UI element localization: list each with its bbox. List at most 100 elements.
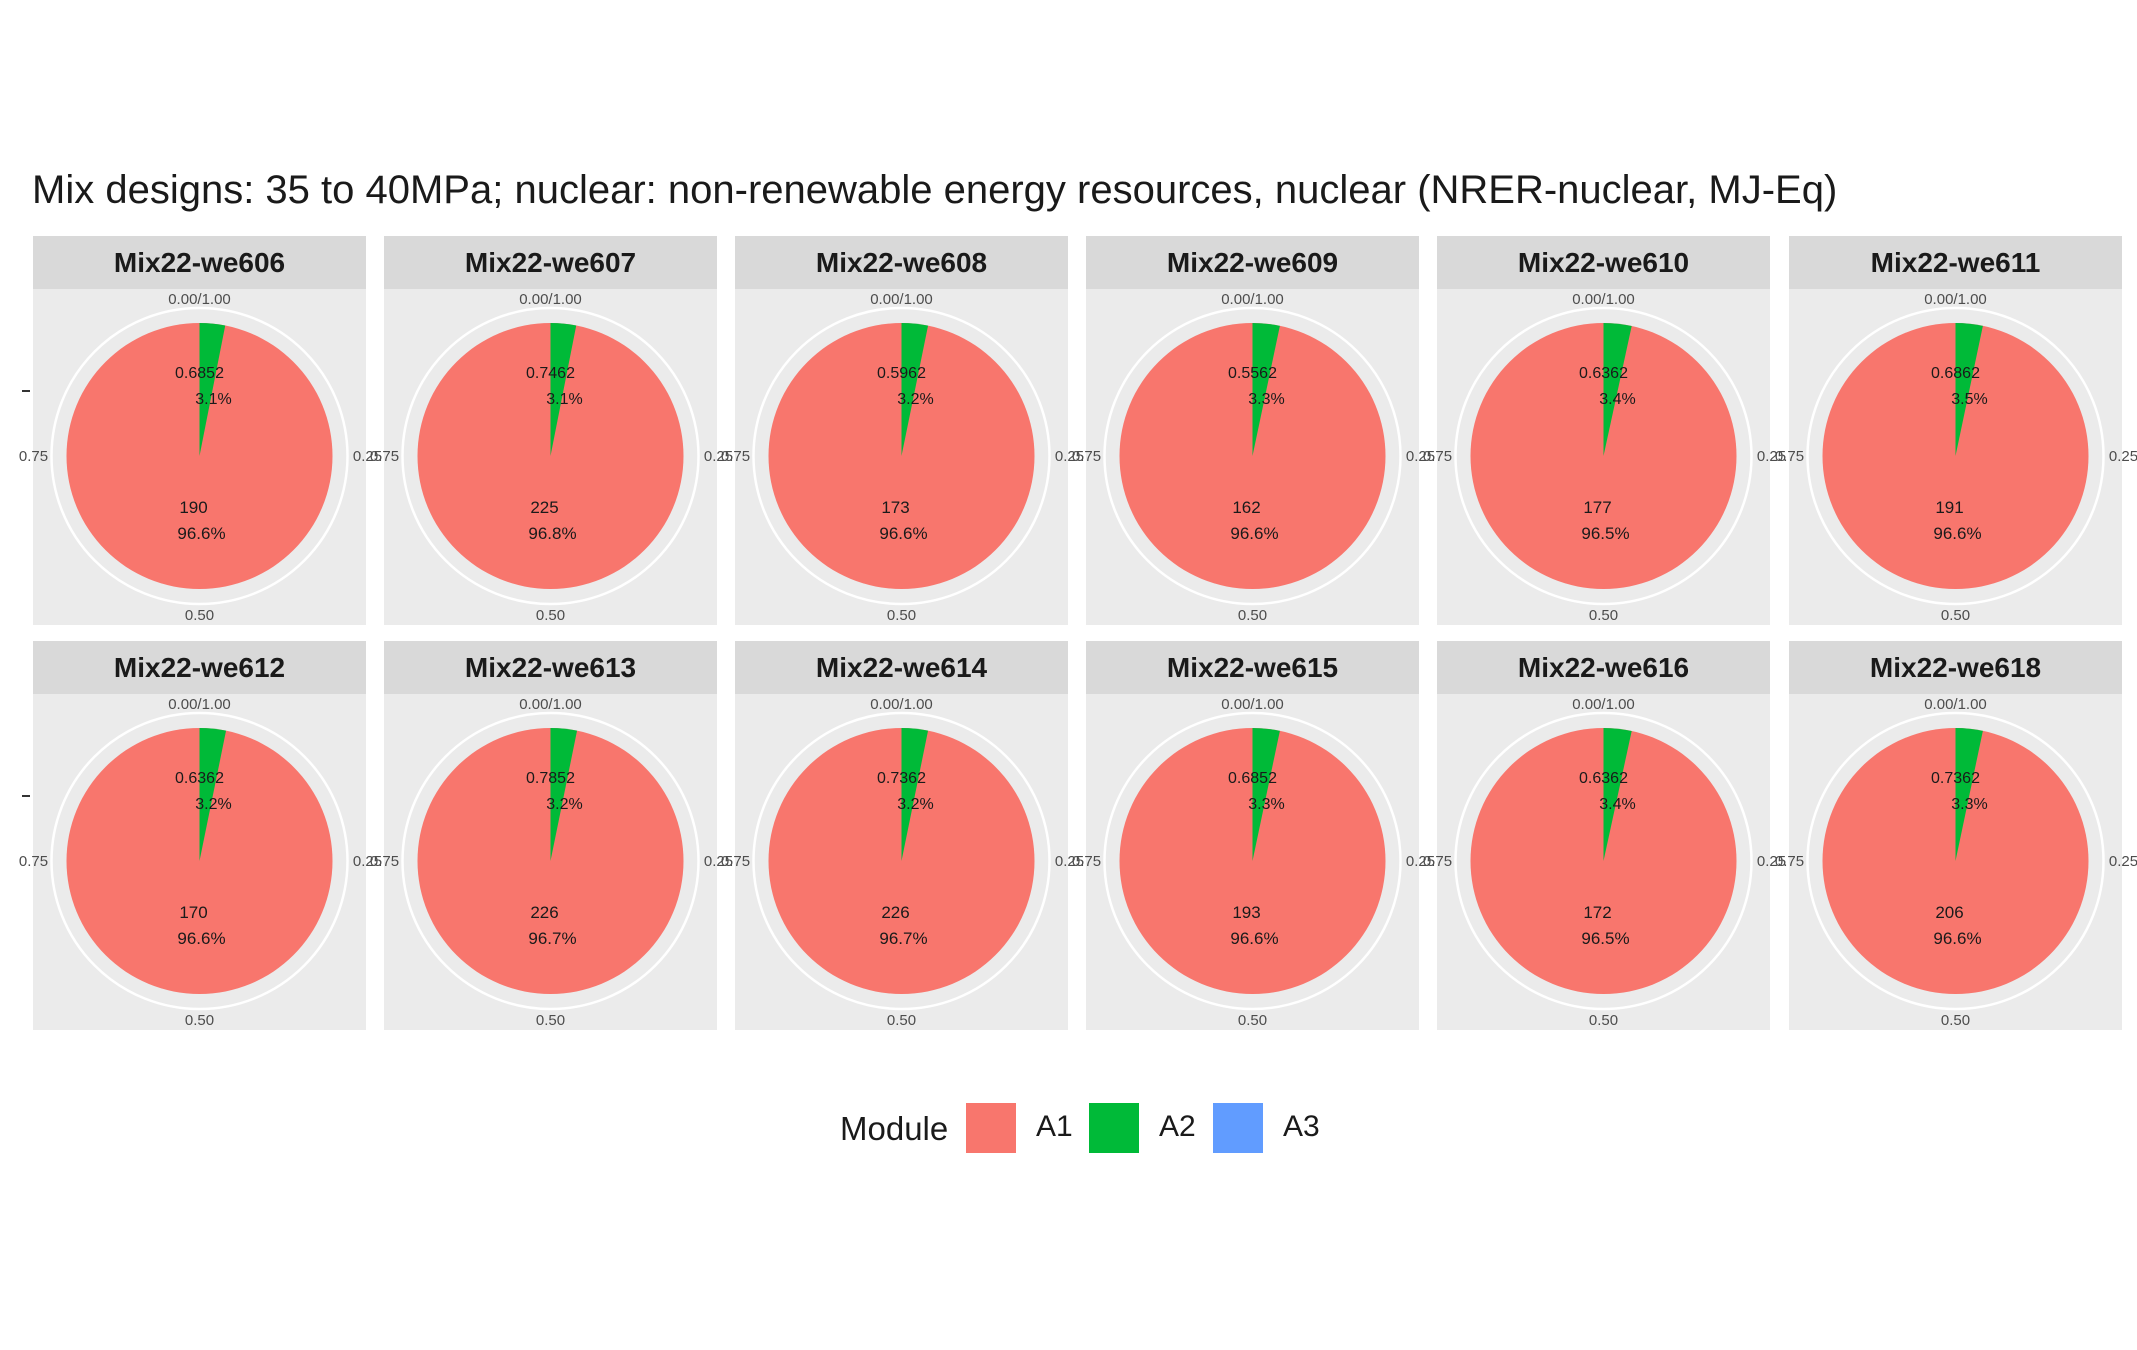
- theta-tick-0: 0.00/1.00: [168, 696, 231, 713]
- theta-tick-050: 0.50: [185, 1012, 214, 1029]
- a1-percent-label: 96.5%: [1581, 524, 1629, 543]
- a1-value-label: 170: [179, 903, 207, 922]
- theta-tick-0: 0.00/1.00: [870, 291, 933, 308]
- theta-tick-025: 0.25: [1757, 448, 1786, 465]
- theta-tick-075: 0.75: [19, 853, 48, 870]
- facet-panel: Mix22-we610 0.00/1.00 0.25 0.50 0.75 0.6362 3.…: [1423, 236, 1786, 625]
- facet-panel: Mix22-we613 0.00/1.00 0.25 0.50 0.75 0.7852 3.…: [370, 641, 733, 1030]
- small-slice-percent-label: 3.2%: [897, 796, 933, 813]
- facet-strip: [33, 641, 366, 694]
- row-1-axis-tick: [22, 390, 30, 392]
- theta-tick-0: 0.00/1.00: [1924, 696, 1987, 713]
- facet-strip: [384, 641, 717, 694]
- theta-tick-025: 0.25: [1055, 853, 1084, 870]
- legend-key-a3: [1213, 1103, 1263, 1153]
- a1-percent-label: 96.8%: [528, 524, 576, 543]
- a1-percent-label: 96.6%: [177, 929, 225, 948]
- small-slice-percent-label: 3.2%: [546, 796, 582, 813]
- small-slice-percent-label: 3.3%: [1248, 391, 1284, 408]
- theta-tick-0: 0.00/1.00: [519, 291, 582, 308]
- pie-slice-a2: [901, 323, 929, 456]
- facet-panel: Mix22-we615 0.00/1.00 0.25 0.50 0.75 0.6852 3.…: [1072, 641, 1435, 1030]
- facet-strip: [1086, 641, 1419, 694]
- a1-value-label: 206: [1935, 903, 1963, 922]
- theta-tick-025: 0.25: [1055, 448, 1084, 465]
- small-slice-percent-label: 3.1%: [195, 391, 231, 408]
- facet-panel: Mix22-we614 0.00/1.00 0.25 0.50 0.75 0.7362 3.…: [721, 641, 1084, 1030]
- theta-tick-050: 0.50: [887, 1012, 916, 1029]
- legend-label-a3: A3: [1283, 1110, 1320, 1143]
- small-slice-value-label: 0.6852: [1228, 770, 1277, 787]
- theta-tick-0: 0.00/1.00: [1572, 696, 1635, 713]
- facet-strip-label: Mix22-we612: [114, 652, 285, 683]
- small-slice-value-label: 0.7362: [1931, 770, 1980, 787]
- a1-value-label: 226: [881, 903, 909, 922]
- a1-value-label: 191: [1935, 498, 1963, 517]
- pie-slice-a2: [550, 323, 577, 456]
- facet-strip: [384, 236, 717, 289]
- outer-gridline: [50, 711, 349, 1011]
- facet-strip: [1437, 641, 1770, 694]
- a1-value-label: 226: [530, 903, 558, 922]
- facet-panel: Mix22-we618 0.00/1.00 0.25 0.50 0.75 0.7362 3.…: [1775, 641, 2137, 1030]
- theta-tick-050: 0.50: [1941, 607, 1970, 624]
- a1-value-label: 162: [1232, 498, 1260, 517]
- small-slice-percent-label: 3.2%: [195, 796, 231, 813]
- small-slice-value-label: 0.6362: [1579, 365, 1628, 382]
- small-slice-value-label: 0.7462: [526, 365, 575, 382]
- theta-tick-050: 0.50: [1238, 1012, 1267, 1029]
- outer-gridline: [401, 711, 700, 1011]
- legend-label-a2: A2: [1159, 1110, 1196, 1143]
- legend-key-a2: [1089, 1103, 1139, 1153]
- facet-strip-label: Mix22-we615: [1167, 652, 1338, 683]
- pie-slice-a2: [901, 728, 929, 861]
- small-slice-percent-label: 3.2%: [897, 391, 933, 408]
- theta-tick-025: 0.25: [1757, 853, 1786, 870]
- facet-strip-label: Mix22-we607: [465, 247, 636, 278]
- theta-tick-075: 0.75: [370, 853, 399, 870]
- small-slice-value-label: 0.6362: [1579, 770, 1628, 787]
- legend-label-a1: A1: [1036, 1110, 1073, 1143]
- pie-slice-a2: [1252, 728, 1280, 861]
- theta-tick-025: 0.25: [704, 853, 733, 870]
- small-slice-value-label: 0.5562: [1228, 365, 1277, 382]
- facet-strip-label: Mix22-we618: [1870, 652, 2041, 683]
- facet-strip: [1789, 236, 2122, 289]
- theta-tick-0: 0.00/1.00: [519, 696, 582, 713]
- theta-tick-075: 0.75: [370, 448, 399, 465]
- theta-tick-025: 0.25: [2109, 853, 2137, 870]
- facet-strip: [1086, 236, 1419, 289]
- theta-tick-075: 0.75: [1775, 853, 1804, 870]
- a1-value-label: 225: [530, 498, 558, 517]
- theta-tick-050: 0.50: [887, 607, 916, 624]
- a1-percent-label: 96.5%: [1581, 929, 1629, 948]
- theta-tick-0: 0.00/1.00: [168, 291, 231, 308]
- facet-strip-label: Mix22-we609: [1167, 247, 1338, 278]
- facet-strip: [1437, 236, 1770, 289]
- a1-percent-label: 96.7%: [879, 929, 927, 948]
- small-slice-value-label: 0.6852: [175, 365, 224, 382]
- a1-percent-label: 96.6%: [879, 524, 927, 543]
- outer-gridline: [1454, 711, 1753, 1011]
- facet-strip-label: Mix22-we614: [816, 652, 988, 683]
- theta-tick-0: 0.00/1.00: [1572, 291, 1635, 308]
- row-2-axis-tick: [22, 795, 30, 797]
- pie-slice-a2: [550, 728, 578, 861]
- facet-panel: Mix22-we611 0.00/1.00 0.25 0.50 0.75 0.6862 3.…: [1775, 236, 2137, 625]
- theta-tick-075: 0.75: [721, 448, 750, 465]
- facet-strip: [735, 236, 1068, 289]
- small-slice-value-label: 0.6862: [1931, 365, 1980, 382]
- outer-gridline: [401, 306, 700, 606]
- facet-strip-label: Mix22-we611: [1871, 247, 2041, 278]
- legend-key-a1: [966, 1103, 1016, 1153]
- theta-tick-025: 0.25: [2109, 448, 2137, 465]
- facet-strip-label: Mix22-we606: [114, 247, 285, 278]
- small-slice-value-label: 0.7852: [526, 770, 575, 787]
- small-slice-percent-label: 3.4%: [1599, 796, 1635, 813]
- chart-title: Mix designs: 35 to 40MPa; nuclear: non-r…: [32, 168, 1838, 212]
- theta-tick-050: 0.50: [536, 1012, 565, 1029]
- small-slice-value-label: 0.5962: [877, 365, 926, 382]
- outer-gridline: [1103, 711, 1402, 1011]
- outer-gridline: [1806, 711, 2105, 1011]
